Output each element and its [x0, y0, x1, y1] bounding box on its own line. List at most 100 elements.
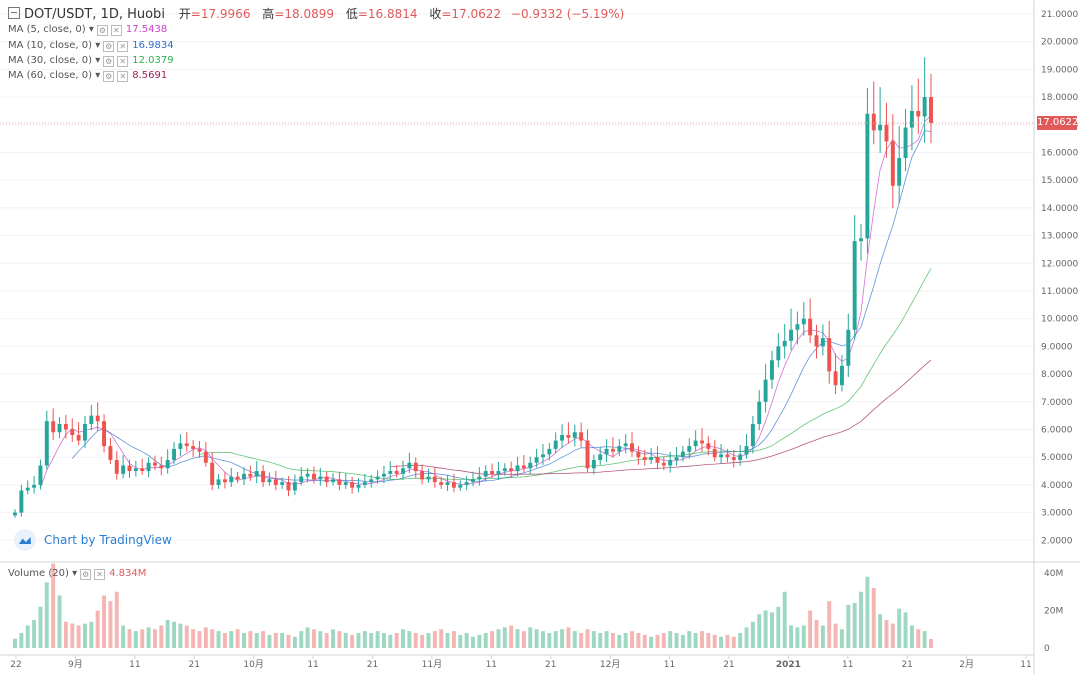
candle-body — [560, 435, 565, 441]
candle-body — [661, 462, 666, 466]
volume-bar — [32, 619, 37, 648]
indicator-ma30[interactable]: MA (30, close, 0) ▾ ⚙ ✕ 12.0379 — [8, 55, 174, 67]
candle-body — [216, 479, 221, 485]
candle-body — [318, 476, 323, 480]
close-icon[interactable]: ✕ — [110, 25, 122, 36]
candle-body — [693, 440, 698, 447]
volume-bar — [254, 633, 259, 648]
volume-bar — [820, 625, 825, 648]
last-price-tag: 17.0622 — [1037, 116, 1079, 130]
volume-bar — [731, 636, 736, 648]
price-axis[interactable]: 21.000020.000019.000018.000017.000016.00… — [1041, 10, 1078, 546]
close-icon[interactable]: ✕ — [117, 56, 129, 67]
volume-bar — [108, 601, 113, 648]
volume-bar — [471, 636, 475, 648]
volume-bar — [222, 633, 227, 648]
candle-body — [757, 401, 762, 424]
volume-bar — [318, 631, 323, 648]
volume-bar — [903, 612, 908, 648]
settings-icon[interactable]: ⚙ — [96, 25, 108, 36]
change-value: −0.9332 (−5.19%) — [510, 7, 625, 21]
volume-bar — [439, 629, 444, 648]
volume-legend[interactable]: Volume (20) ▾ ⚙ ✕ 4.834M — [8, 568, 147, 580]
candle-body — [903, 127, 908, 159]
volume-bar — [541, 631, 545, 648]
candle-body — [655, 457, 660, 463]
settings-icon[interactable]: ⚙ — [103, 71, 115, 82]
candle-body — [121, 465, 126, 474]
time-tick-label: 11 — [307, 660, 318, 670]
candle-body — [426, 476, 431, 480]
candle-body — [407, 462, 412, 469]
volume-bar — [420, 634, 425, 648]
time-tick-label: 9月 — [68, 659, 83, 670]
candle-body — [782, 340, 787, 347]
time-tick-label: 11月 — [422, 659, 442, 670]
candle-body — [229, 476, 234, 483]
volume-bar — [490, 631, 495, 648]
candle-body — [604, 448, 609, 455]
volume-bar — [642, 634, 647, 648]
candle-body — [897, 158, 902, 186]
candle-body — [70, 429, 75, 436]
volume-bar — [356, 633, 361, 648]
settings-icon[interactable]: ⚙ — [103, 41, 115, 52]
chart-header: DOT/USDT, 1D, Huobi 开=17.9966 高=18.0899 … — [8, 5, 624, 22]
candle-body — [680, 451, 685, 458]
candle-body — [394, 471, 399, 474]
volume-bar — [496, 629, 501, 648]
volume-bar — [789, 625, 794, 648]
volume-bar — [413, 633, 418, 648]
close-icon[interactable]: ✕ — [117, 71, 129, 82]
volume-bar — [197, 631, 202, 648]
indicator-ma10[interactable]: MA (10, close, 0) ▾ ⚙ ✕ 16.9834 — [8, 40, 174, 52]
candle-body — [789, 329, 794, 341]
candle-body — [57, 423, 62, 433]
candle-body — [451, 482, 456, 488]
candle-body — [909, 110, 914, 128]
candle-body — [668, 459, 673, 466]
volume-bar — [859, 591, 863, 648]
close-icon[interactable]: ✕ — [117, 41, 129, 52]
volume-bar — [878, 614, 883, 648]
volume-bar — [152, 629, 157, 648]
candle-body — [610, 448, 615, 452]
candle-body — [744, 446, 749, 455]
settings-icon[interactable]: ⚙ — [80, 569, 92, 580]
volume-bar — [801, 625, 806, 648]
collapse-icon[interactable] — [8, 7, 20, 19]
volume-bar — [299, 631, 304, 648]
tradingview-watermark[interactable]: Chart by TradingView — [14, 529, 172, 551]
time-tick-label: 11 — [129, 660, 140, 670]
candle-body — [833, 371, 838, 386]
volume-bar — [560, 629, 565, 648]
volume-bar — [44, 582, 49, 648]
cloud-icon — [14, 529, 36, 551]
volume-bar — [432, 631, 437, 648]
volume-bar — [70, 623, 75, 648]
symbol-title[interactable]: DOT/USDT, 1D, Huobi — [24, 7, 165, 22]
volume-axis[interactable]: 40M 20M 0 — [1044, 569, 1063, 654]
close-icon[interactable]: ✕ — [94, 569, 106, 580]
candle-body — [44, 421, 49, 466]
candle-body — [859, 238, 863, 242]
ma-line — [40, 114, 932, 489]
volume-bar — [191, 629, 196, 648]
settings-icon[interactable]: ⚙ — [103, 56, 115, 67]
volume-bar — [808, 610, 813, 648]
candle-body — [871, 113, 876, 131]
volume-bar — [916, 629, 921, 648]
time-axis[interactable]: 22 9月 11 21 10月 11 21 11月 11 21 12月 11 21 2021 11 21 2月 1… — [10, 655, 1032, 670]
indicator-ma60[interactable]: MA (60, close, 0) ▾ ⚙ ✕ 8.5691 — [8, 70, 168, 82]
candle-body — [553, 440, 558, 449]
volume-bar — [38, 606, 43, 648]
candle-body — [674, 457, 679, 460]
candle-body — [922, 97, 927, 117]
volume-bar — [719, 636, 724, 648]
time-tick-label: 22 — [10, 660, 21, 670]
indicator-ma5[interactable]: MA (5, close, 0) ▾ ⚙ ✕ 17.5438 — [8, 24, 168, 36]
volume-bar — [114, 591, 119, 648]
time-tick-label: 21 — [545, 660, 556, 670]
candle-body — [381, 473, 386, 477]
